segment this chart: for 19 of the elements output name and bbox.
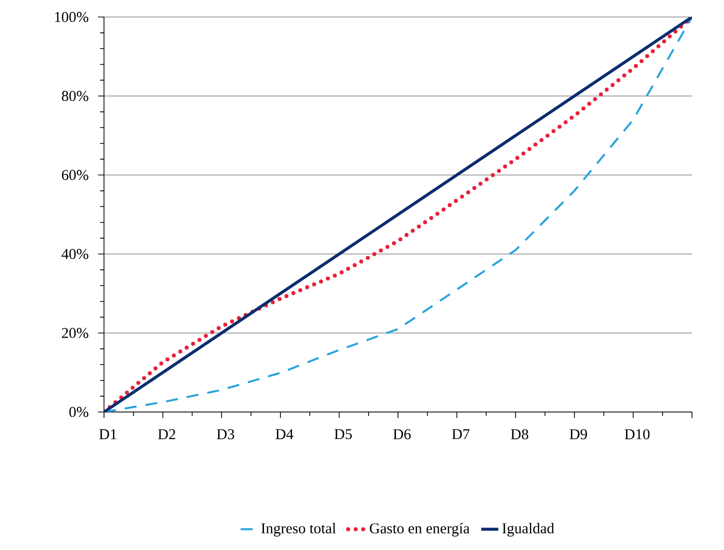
legend-label: Ingreso total: [261, 522, 336, 536]
x-tick-label: D6: [393, 429, 411, 440]
y-tick-label: 20%: [62, 328, 88, 338]
x-tick-label: D9: [570, 429, 587, 440]
x-tick-label: D10: [624, 429, 650, 440]
x-tick-label: D5: [334, 429, 352, 440]
x-tick-label: D3: [216, 429, 234, 440]
x-tick-label: D7: [452, 429, 470, 440]
y-tick-label: 0%: [69, 406, 88, 418]
legend-label: Igualdad: [502, 522, 554, 536]
y-tick-label: 60%: [62, 170, 88, 180]
x-tick-label: D2: [158, 429, 176, 440]
y-tick-label: 80%: [62, 90, 88, 102]
x-tick-label: D8: [510, 429, 528, 440]
legend-label: Gasto en energía: [370, 522, 470, 537]
y-tick-label: 100%: [55, 12, 88, 22]
x-tick-label: D4: [276, 429, 294, 440]
x-tick-label: D1: [99, 429, 116, 440]
y-tick-label: 40%: [62, 248, 88, 260]
